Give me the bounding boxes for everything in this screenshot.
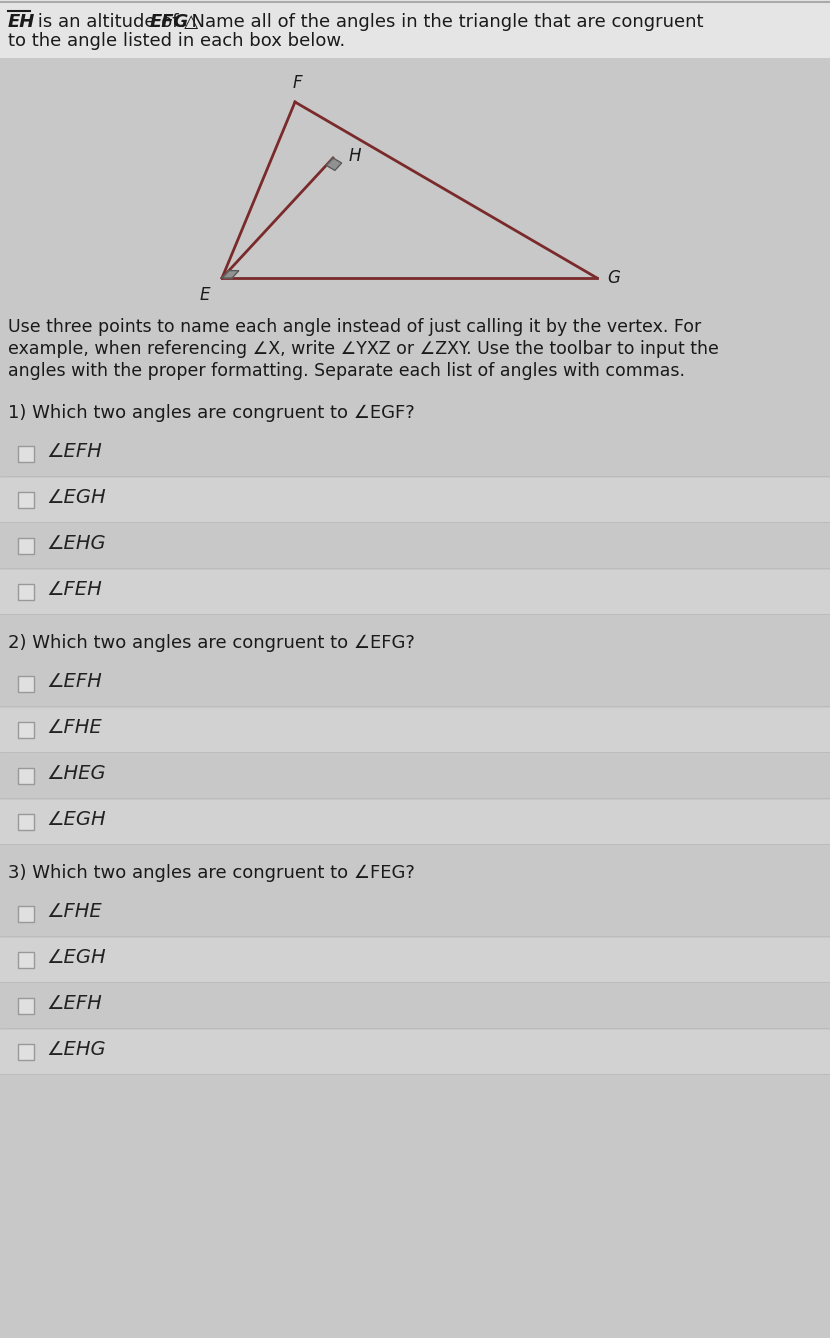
FancyBboxPatch shape — [0, 524, 830, 569]
FancyBboxPatch shape — [0, 0, 830, 58]
FancyBboxPatch shape — [0, 755, 830, 797]
FancyBboxPatch shape — [18, 768, 34, 784]
FancyBboxPatch shape — [18, 953, 34, 967]
Text: ∠EFH: ∠EFH — [46, 442, 102, 462]
Text: to the angle listed in each box below.: to the angle listed in each box below. — [8, 32, 345, 50]
FancyBboxPatch shape — [0, 983, 830, 1028]
Text: 1) Which two angles are congruent to ∠EGF?: 1) Which two angles are congruent to ∠EG… — [8, 404, 415, 421]
Text: ∠FHE: ∠FHE — [46, 719, 102, 737]
Text: ∠HEG: ∠HEG — [46, 764, 105, 783]
Text: ∠EGH: ∠EGH — [46, 809, 105, 830]
FancyBboxPatch shape — [0, 570, 830, 614]
Text: H: H — [349, 147, 362, 165]
Text: ∠EFH: ∠EFH — [46, 672, 102, 690]
FancyBboxPatch shape — [18, 998, 34, 1014]
Text: is an altitude of △: is an altitude of △ — [32, 13, 198, 31]
Text: ∠FEH: ∠FEH — [46, 579, 102, 599]
FancyBboxPatch shape — [18, 492, 34, 508]
FancyBboxPatch shape — [18, 1044, 34, 1060]
FancyBboxPatch shape — [0, 800, 830, 844]
Text: ∠FHE: ∠FHE — [46, 902, 102, 921]
Text: Use three points to name each angle instead of just calling it by the vertex. Fo: Use three points to name each angle inst… — [8, 318, 701, 336]
Text: angles with the proper formatting. Separate each list of angles with commas.: angles with the proper formatting. Separ… — [8, 363, 685, 380]
FancyBboxPatch shape — [0, 662, 830, 706]
Text: ∠EHG: ∠EHG — [46, 534, 105, 553]
Text: EH: EH — [8, 13, 36, 31]
FancyBboxPatch shape — [0, 938, 830, 982]
FancyBboxPatch shape — [18, 538, 34, 554]
Text: F: F — [292, 74, 302, 92]
Text: . Name all of the angles in the triangle that are congruent: . Name all of the angles in the triangle… — [180, 13, 704, 31]
Text: E: E — [199, 286, 210, 304]
FancyBboxPatch shape — [18, 906, 34, 922]
Text: 3) Which two angles are congruent to ∠FEG?: 3) Which two angles are congruent to ∠FE… — [8, 864, 415, 882]
Polygon shape — [222, 270, 239, 278]
FancyBboxPatch shape — [18, 446, 34, 462]
FancyBboxPatch shape — [0, 708, 830, 752]
FancyBboxPatch shape — [18, 723, 34, 739]
Text: ∠EHG: ∠EHG — [46, 1040, 105, 1058]
Text: ∠EFH: ∠EFH — [46, 994, 102, 1013]
FancyBboxPatch shape — [0, 1030, 830, 1074]
Text: G: G — [607, 269, 620, 286]
Polygon shape — [326, 158, 342, 170]
FancyBboxPatch shape — [0, 432, 830, 476]
Text: ∠EGH: ∠EGH — [46, 949, 105, 967]
Text: EFG: EFG — [150, 13, 189, 31]
Text: ∠EGH: ∠EGH — [46, 488, 105, 507]
FancyBboxPatch shape — [0, 478, 830, 522]
Text: example, when referencing ∠X, write ∠YXZ or ∠ZXY. Use the toolbar to input the: example, when referencing ∠X, write ∠YXZ… — [8, 340, 719, 359]
Text: 2) Which two angles are congruent to ∠EFG?: 2) Which two angles are congruent to ∠EF… — [8, 634, 415, 652]
FancyBboxPatch shape — [0, 892, 830, 937]
FancyBboxPatch shape — [18, 814, 34, 830]
FancyBboxPatch shape — [18, 583, 34, 599]
FancyBboxPatch shape — [18, 676, 34, 692]
